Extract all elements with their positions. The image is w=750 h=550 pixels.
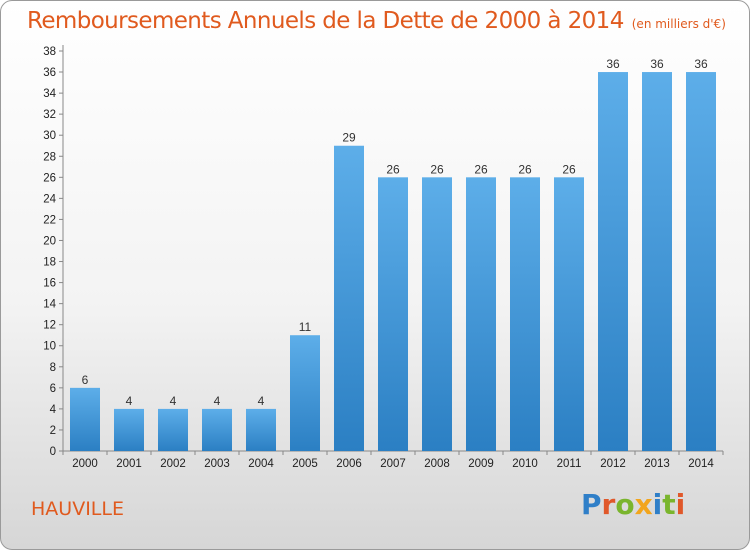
y-tick-label: 24 (43, 193, 56, 205)
logo-letter: x (634, 488, 653, 521)
y-tick-label: 0 (50, 446, 56, 458)
data-label: 4 (126, 394, 133, 408)
x-tick-label: 2006 (336, 458, 362, 470)
chart-title-text: Remboursements Annuels de la Dette de 20… (27, 8, 624, 34)
bar-2000[interactable] (70, 387, 100, 451)
data-label: 26 (430, 162, 444, 176)
data-label: 4 (258, 394, 265, 408)
y-tick-label: 14 (43, 299, 56, 311)
data-label: 6 (82, 373, 89, 387)
data-label: 36 (606, 57, 620, 71)
data-label: 26 (474, 162, 488, 176)
data-label: 4 (214, 394, 221, 408)
bar-2007[interactable] (378, 177, 408, 451)
logo-letter: i (675, 488, 686, 521)
chart-title: Remboursements Annuels de la Dette de 20… (27, 8, 726, 34)
y-tick-label: 6 (50, 383, 56, 395)
y-tick-label: 18 (43, 257, 56, 269)
data-label: 26 (386, 162, 400, 176)
x-tick-label: 2007 (380, 458, 406, 470)
y-tick-label: 8 (50, 362, 56, 374)
bar-2012[interactable] (598, 72, 628, 451)
x-tick-label: 2008 (424, 458, 450, 470)
chart-unit: (en milliers d'€) (631, 17, 726, 31)
data-label: 36 (650, 57, 664, 71)
logo-letter: i (652, 488, 663, 521)
y-tick-label: 10 (43, 341, 56, 353)
proxiti-logo[interactable]: Proxiti (581, 488, 685, 521)
logo-letter: P (581, 488, 602, 521)
logo-letter: t (662, 488, 676, 521)
bar-2003[interactable] (202, 408, 232, 451)
x-tick-label: 2009 (468, 458, 494, 470)
y-tick-label: 36 (43, 67, 56, 79)
x-tick-label: 2004 (248, 458, 274, 470)
x-tick-label: 2012 (600, 458, 626, 470)
data-label: 11 (299, 320, 312, 334)
data-label: 4 (170, 394, 177, 408)
x-tick-label: 2010 (512, 458, 538, 470)
x-tick-label: 2000 (72, 458, 98, 470)
y-tick-label: 12 (43, 320, 56, 332)
y-tick-label: 4 (50, 404, 57, 416)
bars: 6 4 4 4 4 11 29 26 26 26 26 26 36 36 36 (70, 57, 716, 451)
bar-2002[interactable] (158, 408, 188, 451)
x-tick-label: 2005 (292, 458, 318, 470)
y-tick-label: 32 (43, 109, 56, 121)
data-label: 26 (518, 162, 532, 176)
bar-2010[interactable] (510, 177, 540, 451)
logo-letter: r (601, 488, 616, 521)
x-tick-label: 2013 (644, 458, 670, 470)
y-tick-label: 30 (43, 130, 56, 142)
y-tick-label: 34 (43, 88, 56, 100)
y-tick-label: 38 (43, 46, 56, 58)
bar-2006[interactable] (334, 145, 364, 451)
y-tick-label: 22 (43, 214, 56, 226)
city-name: HAUVILLE (31, 498, 124, 520)
x-tick-label: 2014 (688, 458, 714, 470)
data-label: 26 (562, 162, 576, 176)
bar-2013[interactable] (642, 72, 672, 451)
y-tick-label: 16 (43, 278, 56, 290)
x-tick-label: 2011 (557, 458, 582, 470)
x-tick-label: 2003 (204, 458, 230, 470)
bar-2005[interactable] (290, 335, 320, 451)
logo-letter: o (615, 488, 635, 521)
bar-2008[interactable] (422, 177, 452, 451)
data-label: 29 (342, 131, 356, 145)
bar-2014[interactable] (686, 72, 716, 451)
data-label: 36 (694, 57, 708, 71)
bar-2009[interactable] (466, 177, 496, 451)
y-tick-label: 2 (50, 425, 56, 437)
x-tick-label: 2001 (116, 458, 142, 470)
y-tick-label: 26 (43, 172, 56, 184)
y-tick-label: 20 (43, 235, 56, 247)
bar-2001[interactable] (114, 408, 144, 451)
bar-2004[interactable] (246, 408, 276, 451)
x-tick-label: 2002 (160, 458, 186, 470)
y-tick-label: 28 (43, 151, 56, 163)
bar-2011[interactable] (554, 177, 584, 451)
